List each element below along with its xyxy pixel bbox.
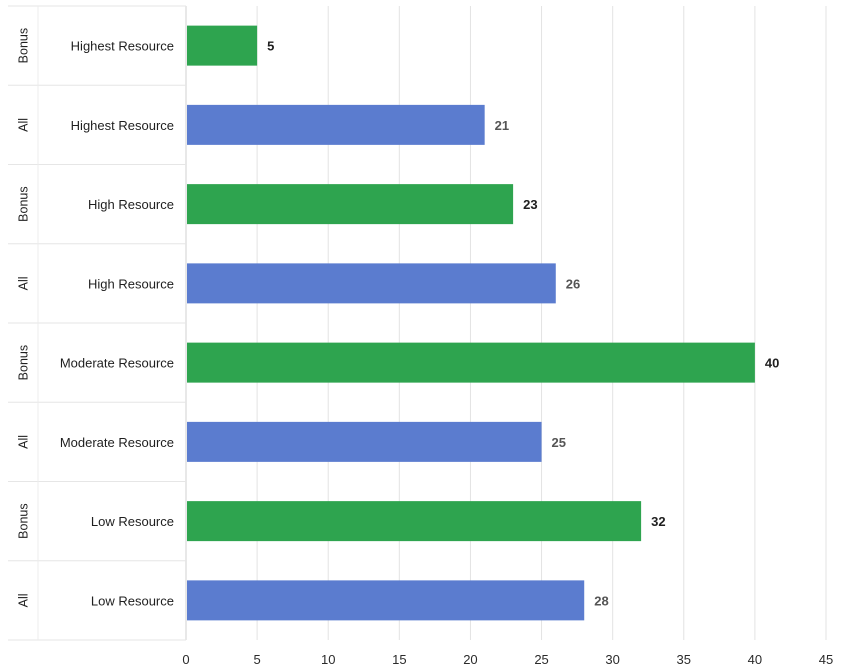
group-label: Bonus	[16, 28, 30, 63]
bar-all-high-resource	[187, 263, 556, 304]
group-label: Bonus	[16, 186, 30, 221]
bar-all-highest-resource	[187, 104, 485, 145]
group-label: Bonus	[16, 345, 30, 380]
x-tick-label: 0	[182, 652, 189, 667]
bar-bonus-highest-resource	[187, 25, 258, 66]
data-label: 28	[594, 593, 608, 608]
group-label: All	[16, 593, 30, 607]
x-tick-label: 25	[534, 652, 548, 667]
category-label: High Resource	[88, 197, 174, 212]
bars	[187, 25, 755, 621]
bar-bonus-high-resource	[187, 184, 514, 225]
category-label: Low Resource	[91, 593, 174, 608]
data-label: 40	[765, 356, 779, 371]
group-label: All	[16, 276, 30, 290]
gridlines	[185, 6, 827, 640]
data-label: 23	[523, 197, 537, 212]
bar-bonus-moderate-resource	[187, 342, 755, 383]
category-label: Highest Resource	[71, 118, 174, 133]
x-tick-label: 30	[605, 652, 619, 667]
category-label: Low Resource	[91, 514, 174, 529]
row-separators	[8, 5, 186, 641]
bar-all-low-resource	[187, 580, 585, 621]
x-tick-label: 10	[321, 652, 335, 667]
bar-bonus-low-resource	[187, 501, 642, 542]
group-label: All	[16, 118, 30, 132]
category-label: Highest Resource	[71, 39, 174, 54]
data-label: 21	[495, 118, 509, 133]
labels: 5 Highest Resource Bonus 21 Highest Resource…	[16, 28, 779, 608]
x-tick-label: 35	[677, 652, 691, 667]
data-label: 25	[552, 435, 566, 450]
category-label: High Resource	[88, 276, 174, 291]
group-label: Bonus	[16, 503, 30, 538]
category-label: Moderate Resource	[60, 435, 174, 450]
group-label: All	[16, 435, 30, 449]
data-label: 32	[651, 514, 665, 529]
data-label: 26	[566, 276, 580, 291]
data-label: 5	[267, 39, 274, 54]
bar-all-moderate-resource	[187, 421, 542, 462]
x-tick-label: 5	[253, 652, 260, 667]
x-axis-ticks: 0 5 10 15 20 25 30 35 40 45	[182, 652, 833, 667]
x-tick-label: 45	[819, 652, 833, 667]
x-tick-label: 40	[748, 652, 762, 667]
category-label: Moderate Resource	[60, 356, 174, 371]
x-tick-label: 20	[463, 652, 477, 667]
x-tick-label: 15	[392, 652, 406, 667]
